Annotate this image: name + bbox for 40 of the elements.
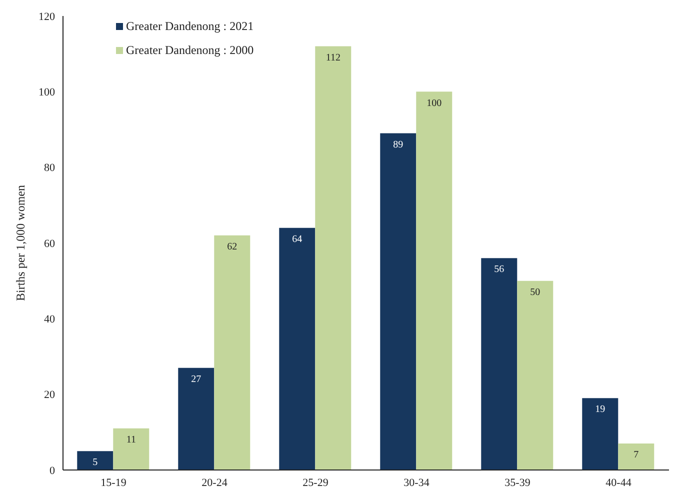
data-label: 100 <box>426 98 442 109</box>
y-tick-label: 60 <box>44 238 56 250</box>
data-label: 64 <box>292 234 302 245</box>
x-tick-label: 15-19 <box>100 476 127 489</box>
bar <box>214 235 250 470</box>
x-tick-label: 30-34 <box>404 476 430 489</box>
data-label: 112 <box>326 52 340 64</box>
legend-label: Greater Dandenong : 2021 <box>126 18 254 35</box>
bar <box>315 46 352 470</box>
data-label: 11 <box>126 434 136 446</box>
x-tick-label: 20-24 <box>202 476 228 489</box>
y-tick-label: 120 <box>38 10 56 23</box>
x-tick-label: 35-39 <box>504 476 531 489</box>
bar <box>517 280 554 470</box>
x-tick-label: 40-44 <box>606 476 632 489</box>
data-label: 50 <box>530 286 540 298</box>
data-label: 89 <box>393 139 404 150</box>
legend-label: Greater Dandenong : 2000 <box>126 42 254 59</box>
y-tick-label: 0 <box>50 464 56 477</box>
data-label: 19 <box>595 404 606 416</box>
y-tick-label: 40 <box>44 314 56 326</box>
data-label: 27 <box>191 374 202 385</box>
bar <box>582 398 618 470</box>
x-tick-label: 25-29 <box>302 476 329 489</box>
y-tick-label: 80 <box>44 162 56 174</box>
y-tick-label: 20 <box>44 389 56 402</box>
data-label: 7 <box>634 450 639 461</box>
bar <box>113 428 150 470</box>
y-axis-title: Births per 1,000 women <box>13 185 28 301</box>
bar <box>416 92 452 470</box>
bar <box>279 228 316 470</box>
data-label: 62 <box>227 242 238 253</box>
bar <box>481 258 518 470</box>
data-label: 5 <box>92 457 98 468</box>
bar <box>77 451 114 470</box>
bar <box>380 133 416 470</box>
y-tick-label: 100 <box>38 86 56 99</box>
data-label: 56 <box>494 264 504 276</box>
bar <box>178 368 214 470</box>
bar <box>618 444 654 470</box>
